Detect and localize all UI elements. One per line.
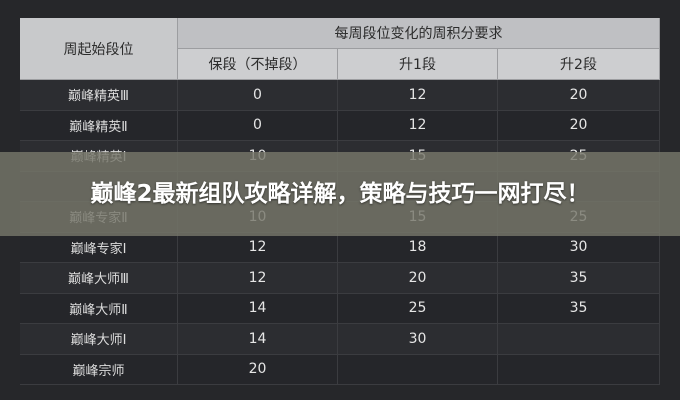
score-value: 0: [178, 110, 338, 140]
rank-name: 巅峰宗师: [20, 354, 178, 384]
score-value: 14: [178, 324, 338, 354]
rank-column-header: 周起始段位: [20, 18, 178, 80]
score-value: 35: [498, 263, 660, 293]
table-row: 巅峰专家Ⅰ 12 18 30: [20, 232, 660, 263]
table-row: 巅峰宗师 20: [20, 354, 660, 385]
rank-name: 巅峰大师Ⅰ: [20, 324, 178, 354]
table-cell-empty: [498, 354, 660, 384]
score-value: 0: [178, 80, 338, 110]
table-header: 周起始段位 每周段位变化的周积分要求 保段（不掉段） 升1段 升2段: [20, 18, 660, 80]
score-value: 20: [338, 263, 498, 293]
score-value: 12: [338, 110, 498, 140]
rank-name: 巅峰大师Ⅲ: [20, 263, 178, 293]
table-cell-empty: [498, 324, 660, 354]
score-value: 20: [498, 110, 660, 140]
score-value: 30: [338, 324, 498, 354]
score-value: 12: [178, 232, 338, 262]
score-value: 30: [498, 232, 660, 262]
score-value: 12: [338, 80, 498, 110]
rank-name: 巅峰大师Ⅱ: [20, 293, 178, 323]
rank-name: 巅峰专家Ⅰ: [20, 232, 178, 262]
score-value: 25: [338, 293, 498, 323]
score-value: 20: [178, 354, 338, 384]
score-value: 12: [178, 263, 338, 293]
table-cell-empty: [338, 354, 498, 384]
column-header: 升2段: [498, 49, 660, 80]
score-value: 35: [498, 293, 660, 323]
rank-name: 巅峰精英Ⅱ: [20, 110, 178, 140]
title-banner: 巅峰2最新组队攻略详解，策略与技巧一网打尽！: [0, 152, 680, 236]
column-header: 保段（不掉段）: [178, 49, 338, 80]
table-row: 巅峰精英Ⅲ 0 12 20: [20, 80, 660, 111]
score-value: 20: [498, 80, 660, 110]
group-header: 每周段位变化的周积分要求: [178, 18, 660, 49]
table-row: 巅峰精英Ⅱ 0 12 20: [20, 110, 660, 141]
banner-title: 巅峰2最新组队攻略详解，策略与技巧一网打尽！: [90, 181, 590, 207]
score-value: 14: [178, 293, 338, 323]
score-value: 18: [338, 232, 498, 262]
rank-name: 巅峰精英Ⅲ: [20, 80, 178, 110]
column-header: 升1段: [338, 49, 498, 80]
table-row: 巅峰大师Ⅰ 14 30: [20, 324, 660, 355]
table-row: 巅峰大师Ⅲ 12 20 35: [20, 263, 660, 294]
table-row: 巅峰大师Ⅱ 14 25 35: [20, 293, 660, 324]
